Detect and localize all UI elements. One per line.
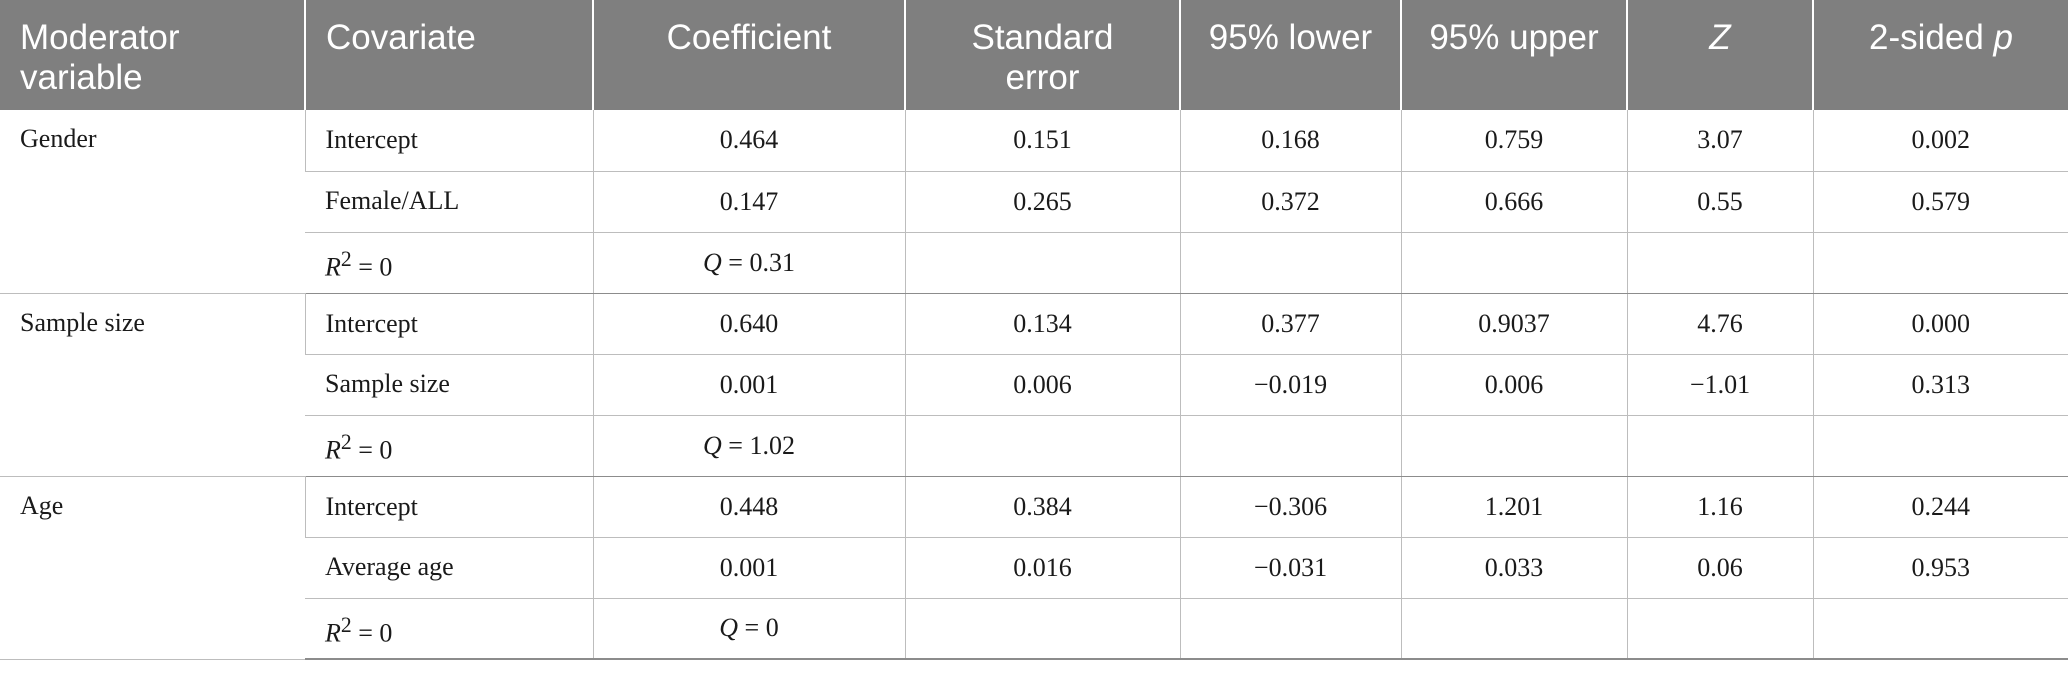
empty-cell <box>1812 415 2068 477</box>
header-two-sided-p: 2-sided p <box>1812 0 2068 110</box>
table-row: Sample size 0.001 0.006 −0.019 0.006 −1.… <box>0 354 2068 416</box>
lower-cell: −0.031 <box>1179 537 1401 599</box>
z-cell: 0.06 <box>1626 537 1813 599</box>
empty-cell <box>1812 232 2068 294</box>
empty-cell <box>1179 415 1401 477</box>
r-squared-cell: R2 = 0 <box>305 598 593 660</box>
header-standard-error: Standard error <box>904 0 1180 110</box>
summary-row: R2 = 0 Q = 0 <box>0 598 2068 660</box>
header-95-upper: 95% upper <box>1400 0 1627 110</box>
empty-cell <box>1626 232 1813 294</box>
r-squared-cell: R2 = 0 <box>305 415 593 477</box>
table-row: Average age 0.001 0.016 −0.031 0.033 0.0… <box>0 537 2068 599</box>
empty-cell <box>1812 598 2068 660</box>
z-cell: 4.76 <box>1626 293 1813 355</box>
empty-cell <box>904 415 1180 477</box>
covariate-cell: Intercept <box>304 110 593 172</box>
empty-cell <box>1400 598 1627 660</box>
se-cell: 0.265 <box>904 171 1180 233</box>
coefficient-cell: 0.001 <box>592 354 905 416</box>
summary-row: R2 = 0 Q = 1.02 <box>0 415 2068 477</box>
z-cell: −1.01 <box>1626 354 1813 416</box>
moderator-cell: Age <box>0 476 305 660</box>
empty-cell <box>1400 232 1627 294</box>
header-covariate: Covariate <box>304 0 593 110</box>
z-cell: 3.07 <box>1626 110 1813 172</box>
header-coefficient: Coefficient <box>592 0 905 110</box>
se-cell: 0.016 <box>904 537 1180 599</box>
empty-cell <box>1179 598 1401 660</box>
se-cell: 0.134 <box>904 293 1180 355</box>
se-cell: 0.151 <box>904 110 1180 172</box>
table-header: Moderator variable Covariate Coefficient … <box>0 0 2068 110</box>
header-row: Moderator variable Covariate Coefficient … <box>0 0 2068 110</box>
upper-cell: 0.666 <box>1400 171 1627 233</box>
moderator-cell: Sample size <box>0 293 305 477</box>
p-cell: 0.313 <box>1812 354 2068 416</box>
moderator-analysis-table: Moderator variable Covariate Coefficient … <box>0 0 2068 660</box>
header-moderator-variable: Moderator variable <box>0 0 305 110</box>
empty-cell <box>1179 232 1401 294</box>
q-statistic-cell: Q = 0.31 <box>592 232 905 294</box>
table-row: Gender Intercept 0.464 0.151 0.168 0.759… <box>0 110 2068 294</box>
upper-cell: 0.033 <box>1400 537 1627 599</box>
upper-cell: 0.759 <box>1400 110 1627 172</box>
header-z: Z <box>1626 0 1813 110</box>
empty-cell <box>1626 415 1813 477</box>
empty-cell <box>904 598 1180 660</box>
z-cell: 1.16 <box>1626 476 1813 538</box>
lower-cell: −0.306 <box>1179 476 1401 538</box>
lower-cell: 0.372 <box>1179 171 1401 233</box>
table-row: Female/ALL 0.147 0.265 0.372 0.666 0.55 … <box>0 171 2068 233</box>
p-cell: 0.953 <box>1812 537 2068 599</box>
p-cell: 0.244 <box>1812 476 2068 538</box>
empty-cell <box>904 232 1180 294</box>
p-cell: 0.000 <box>1812 293 2068 355</box>
upper-cell: 0.9037 <box>1400 293 1627 355</box>
lower-cell: 0.377 <box>1179 293 1401 355</box>
covariate-cell: Average age <box>305 537 593 599</box>
coefficient-cell: 0.147 <box>592 171 905 233</box>
summary-row: R2 = 0 Q = 0.31 <box>0 232 2068 294</box>
p-cell: 0.002 <box>1812 110 2068 172</box>
lower-cell: 0.168 <box>1179 110 1401 172</box>
covariate-cell: Intercept <box>304 476 593 538</box>
moderator-cell: Gender <box>0 110 305 294</box>
lower-cell: −0.019 <box>1179 354 1401 416</box>
se-cell: 0.006 <box>904 354 1180 416</box>
table-body: Gender Intercept 0.464 0.151 0.168 0.759… <box>0 110 2068 660</box>
covariate-cell: Female/ALL <box>305 171 593 233</box>
upper-cell: 1.201 <box>1400 476 1627 538</box>
covariate-cell: Intercept <box>304 293 593 355</box>
upper-cell: 0.006 <box>1400 354 1627 416</box>
empty-cell <box>1400 415 1627 477</box>
table-row: Sample size Intercept 0.640 0.134 0.377 … <box>0 293 2068 477</box>
coefficient-cell: 0.640 <box>592 293 905 355</box>
q-statistic-cell: Q = 1.02 <box>592 415 905 477</box>
empty-cell <box>1626 598 1813 660</box>
q-statistic-cell: Q = 0 <box>592 598 905 660</box>
covariate-cell: Sample size <box>305 354 593 416</box>
z-cell: 0.55 <box>1626 171 1813 233</box>
se-cell: 0.384 <box>904 476 1180 538</box>
coefficient-cell: 0.001 <box>592 537 905 599</box>
header-95-lower: 95% lower <box>1179 0 1401 110</box>
coefficient-cell: 0.448 <box>592 476 905 538</box>
p-cell: 0.579 <box>1812 171 2068 233</box>
table-row: Age Intercept 0.448 0.384 −0.306 1.201 1… <box>0 476 2068 660</box>
coefficient-cell: 0.464 <box>592 110 905 172</box>
r-squared-cell: R2 = 0 <box>305 232 593 294</box>
